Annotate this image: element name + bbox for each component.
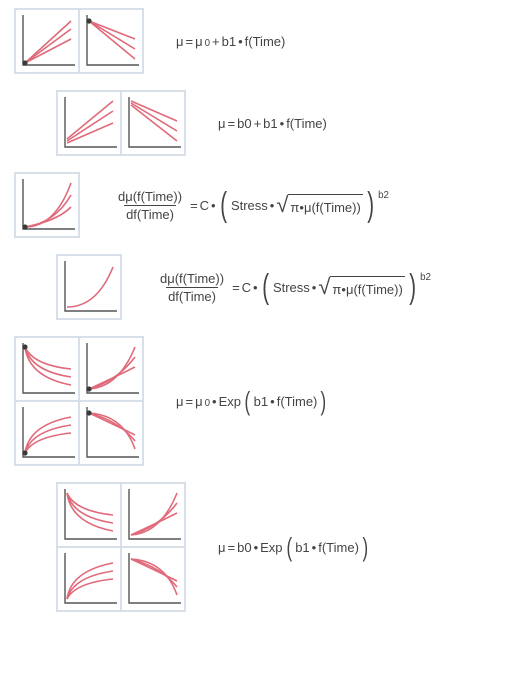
formula-part: • bbox=[212, 394, 217, 409]
exp-b2: b2 bbox=[378, 190, 389, 201]
sqrt: √ π •μ(f(Time)) bbox=[276, 194, 362, 216]
formula-part: ( bbox=[245, 389, 251, 413]
rparen: ) bbox=[367, 190, 374, 220]
fraction: dμ(f(Time))df(Time) bbox=[116, 189, 184, 222]
formula: μ = b0 + b1 • f(Time) bbox=[218, 116, 327, 131]
panel-exp_tl_dot bbox=[15, 337, 79, 401]
row-3: dμ(f(Time))df(Time)= C • (Stress •√ π •μ… bbox=[8, 254, 499, 320]
fraction: dμ(f(Time))df(Time) bbox=[158, 271, 226, 304]
formula-part: = bbox=[190, 198, 198, 213]
formula-part: = bbox=[228, 540, 236, 555]
row-4: μ = μ0 • Exp (b1 • f(Time)) bbox=[8, 336, 499, 466]
formula: μ = b0 • Exp (b1 • f(Time)) bbox=[218, 535, 370, 559]
formula-part: • bbox=[238, 34, 243, 49]
lparen: ( bbox=[220, 190, 227, 220]
row-2: dμ(f(Time))df(Time)= C • (Stress •√ π •μ… bbox=[8, 172, 499, 238]
formula-wrap: μ = b0 + b1 • f(Time) bbox=[218, 116, 327, 131]
formula-part: μ(f(Time)) bbox=[304, 200, 361, 215]
formula-part: μ bbox=[195, 394, 203, 409]
formula-part: + bbox=[254, 116, 262, 131]
panel-curves_up_dot bbox=[15, 173, 79, 237]
panel-lines_up bbox=[57, 91, 121, 155]
row-0: μ = μ0 + b1 • f(Time) bbox=[8, 8, 499, 74]
formula-part: b0 bbox=[237, 116, 251, 131]
iconbox[interactable] bbox=[56, 482, 186, 612]
lparen: ( bbox=[262, 272, 269, 302]
formula-part: Exp bbox=[260, 540, 282, 555]
formula-part: = bbox=[186, 394, 194, 409]
panel-exp_br bbox=[121, 547, 185, 611]
iconbox[interactable] bbox=[14, 336, 144, 466]
formula-part: C bbox=[242, 280, 251, 295]
formula-part: f(Time) bbox=[245, 34, 286, 49]
panel-exp_tr bbox=[121, 483, 185, 547]
formula-part: + bbox=[212, 34, 220, 49]
formula-part: Stress bbox=[231, 198, 268, 213]
formula-wrap: dμ(f(Time))df(Time)= C • (Stress •√ π •μ… bbox=[112, 189, 389, 222]
formula: dμ(f(Time))df(Time)= C • (Stress •√ π •μ… bbox=[154, 271, 431, 304]
row-5: μ = b0 • Exp (b1 • f(Time)) bbox=[8, 482, 499, 612]
iconbox[interactable] bbox=[14, 172, 80, 238]
panel-exp_tr_dot bbox=[79, 337, 143, 401]
row-1: μ = b0 + b1 • f(Time) bbox=[8, 90, 499, 156]
formula-part: = bbox=[186, 34, 194, 49]
mu: μ bbox=[176, 34, 184, 49]
formula-part: μ bbox=[218, 540, 226, 555]
formula-part: b1 bbox=[263, 116, 277, 131]
panel-fan_up_dot bbox=[15, 9, 79, 73]
formula-part: • bbox=[254, 540, 259, 555]
formula-part: • bbox=[312, 280, 317, 295]
formula-part: • bbox=[270, 394, 275, 409]
formula-part: f(Time) bbox=[286, 116, 327, 131]
formula-part: π bbox=[332, 282, 341, 297]
formula-wrap: dμ(f(Time))df(Time)= C • (Stress •√ π •μ… bbox=[154, 271, 431, 304]
iconbox[interactable] bbox=[14, 8, 144, 74]
formula-part: μ(f(Time)) bbox=[346, 282, 403, 297]
sub0: 0 bbox=[205, 38, 210, 49]
mu: μ bbox=[195, 34, 203, 49]
formula-wrap: μ = μ0 + b1 • f(Time) bbox=[176, 34, 285, 49]
formula-part: b1 bbox=[222, 34, 236, 49]
rparen: ) bbox=[409, 272, 416, 302]
formula: dμ(f(Time))df(Time)= C • (Stress •√ π •μ… bbox=[112, 189, 389, 222]
formula-part: ( bbox=[286, 535, 292, 559]
formula-part: 0 bbox=[205, 398, 210, 409]
panel-curve_up bbox=[57, 255, 121, 319]
panel-exp_br_dot bbox=[79, 401, 143, 465]
formula-part: b0 bbox=[237, 540, 251, 555]
formula-part: b1 bbox=[254, 394, 268, 409]
panel-exp_bl_dot bbox=[15, 401, 79, 465]
formula-part: ) bbox=[321, 389, 327, 413]
formula-part: f(Time) bbox=[318, 540, 359, 555]
formula-part: π bbox=[290, 200, 299, 215]
formula: μ = μ0 + b1 • f(Time) bbox=[176, 34, 285, 49]
formula-part: Stress bbox=[273, 280, 310, 295]
iconbox[interactable] bbox=[56, 90, 186, 156]
formula-part: μ bbox=[176, 394, 184, 409]
formula-part: f(Time) bbox=[277, 394, 318, 409]
panel-exp_bl bbox=[57, 547, 121, 611]
exp-b2: b2 bbox=[420, 272, 431, 283]
formula-part: Exp bbox=[219, 394, 241, 409]
formula-wrap: μ = μ0 • Exp (b1 • f(Time)) bbox=[176, 389, 328, 413]
formula-part: b1 bbox=[295, 540, 309, 555]
formula-part: • bbox=[312, 540, 317, 555]
formula-part: • bbox=[211, 198, 216, 213]
formula-part: • bbox=[270, 198, 275, 213]
formula-part: C bbox=[200, 198, 209, 213]
formula-part: = bbox=[228, 116, 236, 131]
sqrt: √ π •μ(f(Time)) bbox=[318, 276, 404, 298]
formula-part: ) bbox=[362, 535, 368, 559]
panel-fan_down_dot bbox=[79, 9, 143, 73]
formula-part: • bbox=[253, 280, 258, 295]
formula-part: μ bbox=[218, 116, 226, 131]
formula-wrap: μ = b0 • Exp (b1 • f(Time)) bbox=[218, 535, 370, 559]
formula: μ = μ0 • Exp (b1 • f(Time)) bbox=[176, 389, 328, 413]
formula-part: • bbox=[280, 116, 285, 131]
iconbox[interactable] bbox=[56, 254, 122, 320]
panel-lines_down bbox=[121, 91, 185, 155]
formula-part: = bbox=[232, 280, 240, 295]
panel-exp_tl bbox=[57, 483, 121, 547]
